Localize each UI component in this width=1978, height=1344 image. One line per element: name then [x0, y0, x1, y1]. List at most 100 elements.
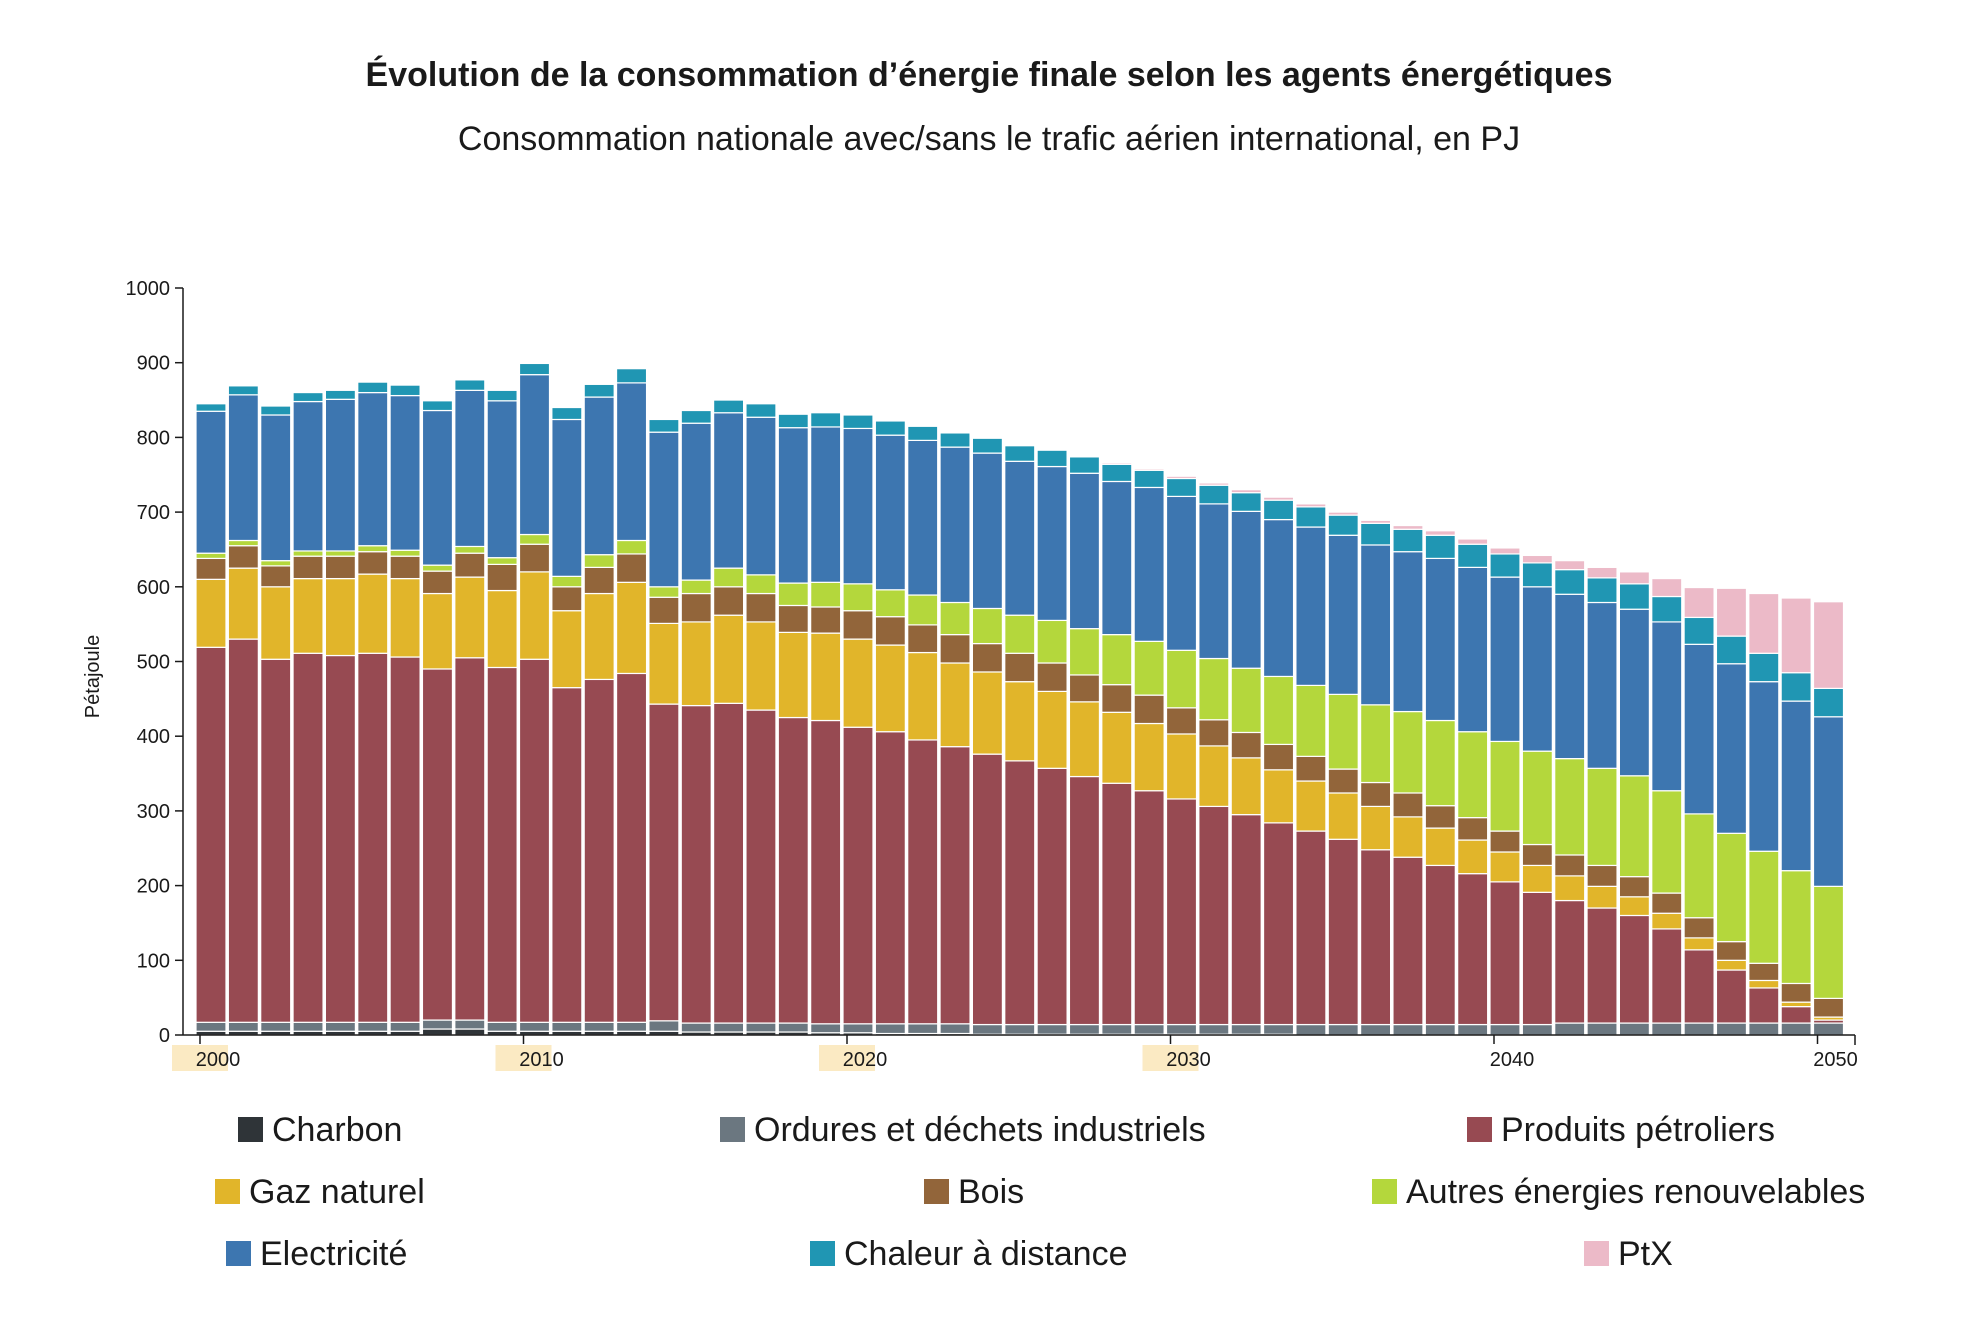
bar-segment	[1424, 864, 1456, 1026]
bar-segment	[551, 586, 583, 612]
y-tick-label: 800	[137, 427, 170, 449]
bar-segment	[1262, 822, 1295, 1026]
bar-segment	[1327, 838, 1359, 1026]
bar-segment	[1327, 1023, 1359, 1036]
bar-segment	[1068, 674, 1101, 703]
bar-segment	[1424, 805, 1456, 829]
legend-label: Produits pétroliers	[1501, 1111, 1775, 1149]
bar-segment	[1101, 462, 1133, 465]
bar-segment	[1521, 750, 1553, 846]
bar-segment	[195, 557, 227, 580]
bar-segment	[1327, 693, 1359, 770]
bar-segment	[1004, 652, 1036, 683]
bar-segment	[1359, 704, 1392, 784]
bar-segment	[1586, 907, 1618, 1024]
bar-segment	[1359, 849, 1392, 1026]
bar-segment	[454, 389, 486, 548]
bar-segment	[1586, 767, 1618, 867]
bar-segment	[1651, 790, 1683, 894]
bar-segment	[454, 1028, 486, 1036]
bar-segment	[1521, 864, 1553, 893]
legend-label: PtX	[1618, 1235, 1673, 1273]
bar-segment	[971, 1023, 1004, 1035]
bar-segment	[1586, 864, 1618, 887]
bar-segment	[1715, 1022, 1748, 1036]
bar-segment	[1392, 1023, 1424, 1036]
bar-segment	[1133, 640, 1165, 696]
bar-segment	[648, 1020, 680, 1032]
bar-segment	[454, 657, 486, 1021]
bar-segment	[389, 577, 421, 658]
bar-segment	[1618, 896, 1651, 917]
bar-segment	[1068, 701, 1101, 778]
bar-segment	[1651, 1022, 1683, 1036]
bar-segment	[1586, 1022, 1618, 1036]
bar-segment	[1262, 675, 1295, 746]
x-tick-label: 2020	[843, 1049, 888, 1071]
bar-segment	[1554, 569, 1586, 595]
bar-segment	[486, 666, 518, 1023]
bar-segment	[1586, 885, 1618, 909]
y-tick-label: 1000	[126, 278, 171, 300]
bar-segment	[1230, 667, 1262, 734]
bar-segment	[1165, 1023, 1198, 1035]
bar-segment	[1230, 510, 1262, 669]
legend-label: Bois	[958, 1173, 1024, 1211]
bar-segment	[971, 607, 1004, 645]
bar-segment	[1359, 805, 1392, 851]
bar-segment	[583, 1021, 615, 1032]
bar-segment	[1651, 892, 1683, 914]
bar-segment	[907, 424, 939, 427]
x-tick-label: 2010	[519, 1049, 564, 1071]
bar-segment	[810, 632, 842, 722]
bar-segment	[1230, 1023, 1262, 1035]
bar-segment	[648, 586, 680, 598]
bar-segment	[1295, 780, 1327, 832]
bar-segment	[227, 638, 259, 1023]
bar-segment	[1618, 608, 1651, 777]
legend-label: Gaz naturel	[249, 1173, 425, 1211]
bar-segment	[195, 646, 227, 1023]
legend-swatch	[1467, 1117, 1492, 1142]
bar-segment	[1036, 767, 1068, 1026]
bar-segment	[1457, 731, 1489, 819]
bar-segment	[1554, 854, 1586, 877]
bar-segment	[324, 1021, 356, 1032]
bar-segment	[1165, 733, 1198, 800]
bar-segment	[745, 709, 777, 1024]
bar-segment	[1068, 472, 1101, 630]
bar-segment	[680, 579, 712, 595]
bar-segment	[1521, 843, 1553, 867]
bar-segment	[1489, 851, 1521, 883]
bar-segment	[1489, 740, 1521, 832]
x-tick-label: 2040	[1490, 1049, 1535, 1071]
bar-segment	[648, 596, 680, 625]
bar-segment	[1554, 560, 1586, 571]
bar-segment	[1198, 482, 1230, 486]
bar-segment	[583, 592, 615, 681]
bar-segment	[712, 586, 745, 616]
bar-segment	[421, 668, 454, 1021]
bar-segment	[195, 578, 227, 648]
x-tick-highlight	[495, 1045, 552, 1071]
bar-segment	[1748, 681, 1780, 852]
bar-segment	[357, 1021, 389, 1032]
bars-layer	[195, 362, 1845, 1036]
bar-segment	[680, 422, 712, 581]
bar-segment	[1392, 710, 1424, 794]
bar-segment	[777, 427, 809, 584]
bar-segment	[1295, 503, 1327, 508]
bar-segment	[1651, 928, 1683, 1024]
bar-segment	[518, 362, 551, 376]
bar-segment	[518, 658, 551, 1023]
bar-segment	[1359, 519, 1392, 524]
bar-segment	[1295, 506, 1327, 528]
bar-segment	[551, 406, 583, 421]
bar-segment	[615, 672, 648, 1023]
bar-segment	[1489, 553, 1521, 578]
legend-label: Ordures et déchets industriels	[754, 1111, 1206, 1149]
bar-segment	[324, 654, 356, 1023]
bar-segment	[745, 416, 777, 576]
bar-segment	[1748, 987, 1780, 1024]
bar-segment	[1618, 775, 1651, 878]
